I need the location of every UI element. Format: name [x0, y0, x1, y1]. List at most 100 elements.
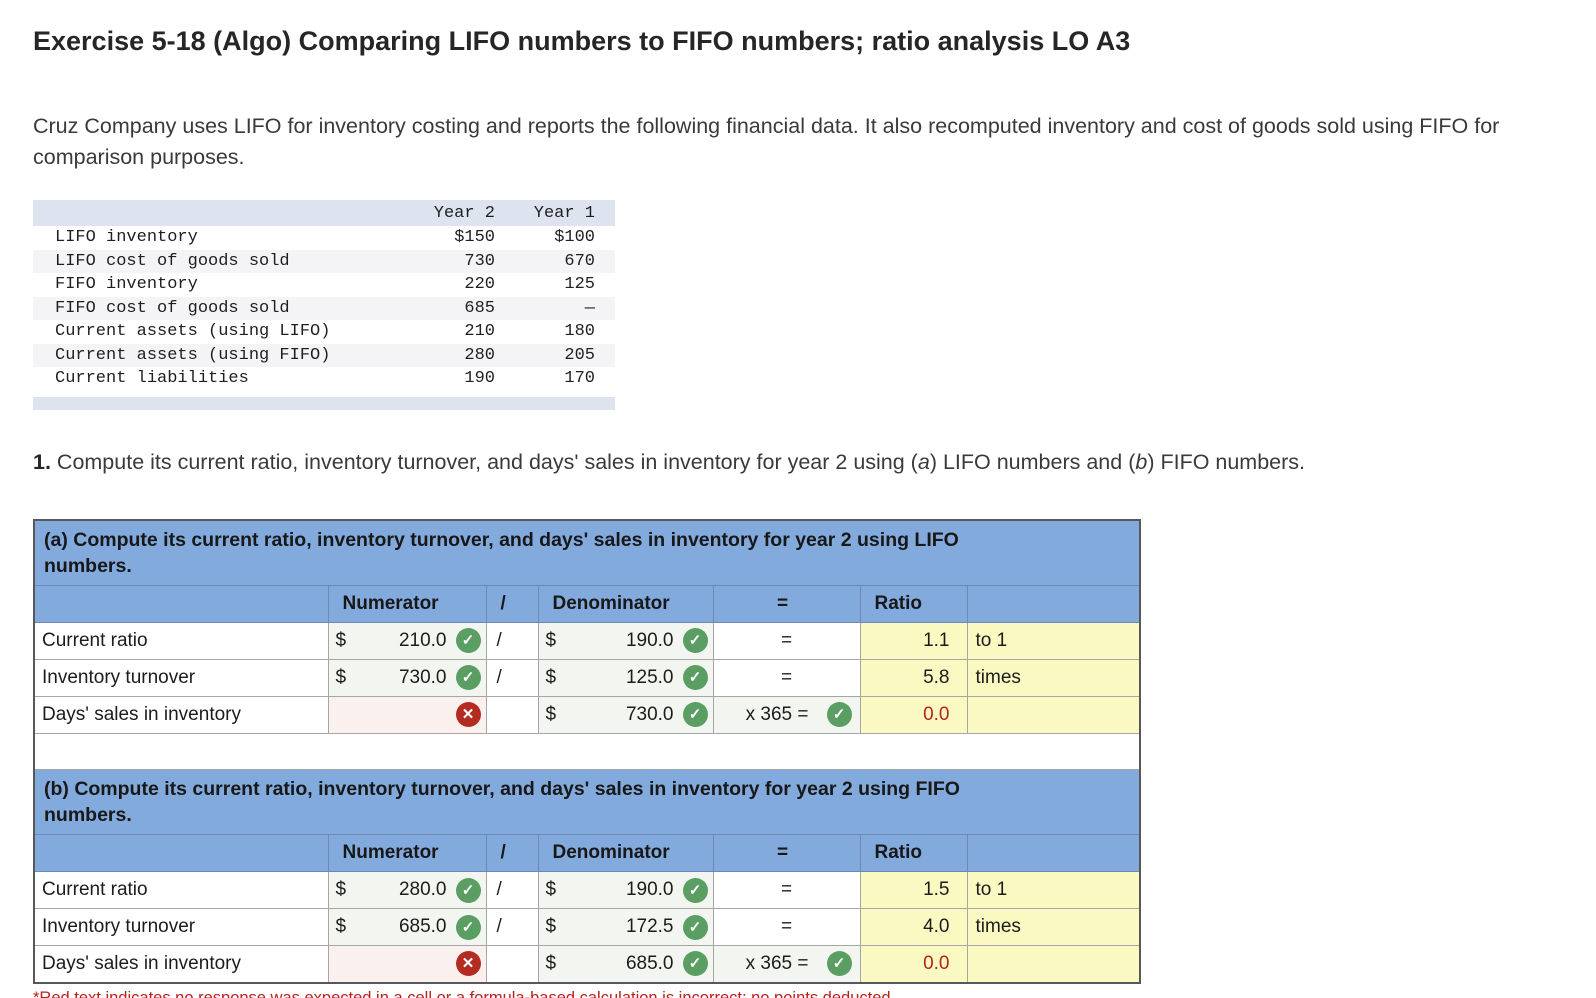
col-header-denominator: Denominator — [537, 834, 714, 873]
slash-cell: / — [485, 908, 539, 947]
denominator-input-cell[interactable]: $730.0 ✓ — [537, 695, 714, 734]
equals-cell: = — [712, 871, 861, 910]
worksheet-row: Days' sales in inventory ✕ $730.0 ✓ x 365 = ✓… — [33, 695, 1141, 734]
unit-label-cell: to 1 — [966, 871, 1141, 910]
exhibit-row: Current assets (using LIFO) 210 180 — [33, 320, 615, 344]
numerator-input-cell[interactable]: $210.0 ✓ — [327, 621, 487, 660]
col-header-numerator: Numerator — [327, 584, 487, 623]
unit-label-cell: times — [966, 908, 1141, 947]
dollar-sign: $ — [335, 629, 347, 651]
denominator-input-cell[interactable]: $190.0 ✓ — [537, 871, 714, 910]
numerator-input-cell[interactable]: ✕ — [327, 945, 487, 984]
input-value: 685.0 — [398, 916, 447, 938]
row-label: Inventory turnover — [33, 908, 329, 947]
denominator-input-cell[interactable]: $172.5 ✓ — [537, 908, 714, 947]
incorrect-x-icon: ✕ — [455, 702, 481, 728]
ratio-result-cell: 5.8 — [859, 658, 968, 697]
instruction-text: 1. Compute its current ratio, inventory … — [33, 450, 1563, 475]
instruction-segment: Compute its current ratio, inventory tur… — [50, 449, 918, 474]
unit-label-cell — [966, 945, 1141, 984]
instruction-segment: a — [917, 449, 930, 474]
exhibit-year2-value: $150 — [454, 228, 495, 248]
denominator-input-cell[interactable]: $190.0 ✓ — [537, 621, 714, 660]
exhibit-year2-value: 280 — [464, 345, 495, 365]
worksheet-row: Current ratio $210.0 ✓ / $190.0 ✓ = 1.1 to 1 — [33, 621, 1141, 660]
input-value: 210.0 — [398, 629, 447, 651]
worksheet-row: Current ratio $280.0 ✓ / $190.0 ✓ = 1.5 to 1 — [33, 871, 1141, 910]
input-value: 685.0 — [625, 952, 674, 974]
exhibit-row-label: FIFO cost of goods sold — [55, 298, 290, 318]
equals-cell: = — [712, 658, 861, 697]
exhibit-year2-value: 730 — [464, 251, 495, 271]
worksheet-column-header-row: Numerator / Denominator = Ratio — [33, 834, 1141, 873]
exhibit-row-label: Current assets (using LIFO) — [55, 322, 331, 342]
equals-formula-cell: x 365 = ✓ — [712, 945, 861, 984]
exhibit-year2-value: 220 — [464, 275, 495, 295]
exhibit-row-label: LIFO cost of goods sold — [55, 251, 290, 271]
correct-check-icon: ✓ — [826, 702, 852, 728]
exhibit-row: Current liabilities 190 170 — [33, 367, 615, 391]
exhibit-year1-value: $100 — [554, 228, 595, 248]
section-heading-row: (a) Compute its current ratio, inventory… — [33, 519, 1141, 586]
numerator-input-cell[interactable]: $730.0 ✓ — [327, 658, 487, 697]
worksheet-row: Days' sales in inventory ✕ $685.0 ✓ x 365 = ✓… — [33, 945, 1141, 984]
denominator-input-cell[interactable]: $125.0 ✓ — [537, 658, 714, 697]
dollar-sign: $ — [545, 666, 557, 688]
ratio-result-cell: 1.1 — [859, 621, 968, 660]
slash-cell: / — [485, 871, 539, 910]
dollar-sign: $ — [545, 703, 557, 725]
exhibit-year2-value: 685 — [464, 298, 495, 318]
equals-cell: = — [712, 908, 861, 947]
intro-text: Cruz Company uses LIFO for inventory cos… — [33, 114, 1500, 169]
input-value: 190.0 — [625, 629, 674, 651]
col-header-numerator: Numerator — [327, 834, 487, 873]
correct-check-icon: ✓ — [455, 914, 481, 940]
dollar-sign: $ — [335, 916, 347, 938]
dollar-sign: $ — [545, 952, 557, 974]
spacer-cell — [34, 732, 1141, 770]
exhibit-footer-band — [33, 396, 615, 410]
col-header-slash: / — [485, 584, 539, 623]
worksheet-body: (a) Compute its current ratio, inventory… — [33, 519, 1141, 984]
section-heading-cell: (a) Compute its current ratio, inventory… — [33, 519, 1141, 586]
row-label: Days' sales in inventory — [33, 945, 329, 984]
exhibit-year1-value: 180 — [564, 322, 595, 342]
exhibit-col-header-year2: Year 2 — [433, 203, 495, 223]
correct-check-icon: ✓ — [682, 702, 708, 728]
ratio-result-cell: 1.5 — [859, 871, 968, 910]
ratio-result-cell: 4.0 — [859, 908, 968, 947]
exhibit-year1-value: 205 — [564, 345, 595, 365]
row-label: Days' sales in inventory — [33, 695, 329, 734]
instruction-number: 1. — [33, 449, 51, 474]
input-value: 730.0 — [398, 666, 447, 688]
numerator-input-cell[interactable]: $280.0 ✓ — [327, 871, 487, 910]
exhibit-row: Current assets (using FIFO) 280 205 — [33, 343, 615, 368]
footnote: *Red text indicates no response was expe… — [33, 988, 896, 998]
worksheet-spacer-row — [34, 732, 1141, 770]
numerator-input-cell[interactable]: $685.0 ✓ — [327, 908, 487, 947]
worksheet-column-header-row: Numerator / Denominator = Ratio — [33, 584, 1141, 623]
slash-cell: / — [485, 621, 539, 660]
col-header-ratio: Ratio — [859, 584, 968, 623]
slash-cell: / — [485, 658, 539, 697]
exhibit-header-row: Year 2 Year 1 — [33, 200, 615, 227]
numerator-input-cell[interactable]: ✕ — [327, 695, 487, 734]
dollar-sign: $ — [335, 879, 347, 901]
slash-cell — [485, 695, 539, 734]
section-heading-text: (b) Compute its current ratio, inventory… — [44, 777, 960, 826]
input-value: 172.5 — [625, 916, 674, 938]
instruction-segment: b — [1135, 449, 1148, 474]
worksheet-row: Inventory turnover $685.0 ✓ / $172.5 ✓ = 4.0 tim… — [33, 908, 1141, 947]
correct-check-icon: ✓ — [682, 914, 708, 940]
worksheet-row: Inventory turnover $730.0 ✓ / $125.0 ✓ = 5.8 tim… — [33, 658, 1141, 697]
input-value: 190.0 — [625, 879, 674, 901]
exhibit-row-label: Current liabilities — [55, 369, 249, 389]
exhibit-year2-value: 190 — [464, 369, 495, 389]
page-title: Exercise 5-18 (Algo) Comparing LIFO numb… — [33, 26, 1131, 56]
instruction-segment: ) LIFO numbers and ( — [929, 449, 1136, 474]
col-header-blank — [966, 584, 1141, 623]
denominator-input-cell[interactable]: $685.0 ✓ — [537, 945, 714, 984]
unit-label-cell — [966, 695, 1141, 734]
correct-check-icon: ✓ — [682, 665, 708, 691]
unit-label-cell: to 1 — [966, 621, 1141, 660]
